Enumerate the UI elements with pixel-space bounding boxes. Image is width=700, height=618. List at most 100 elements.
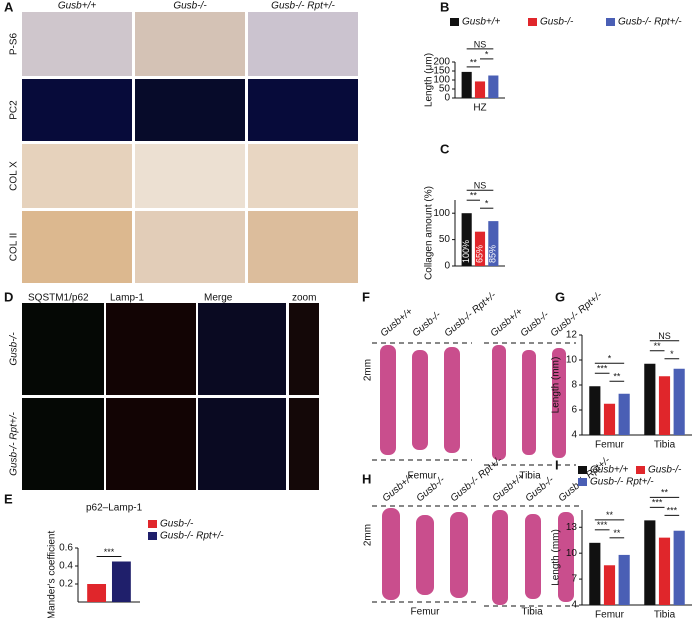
column-label: Gusb-/- Rpt+/- [271,1,335,12]
y-tick-label: 7 [571,574,577,585]
x-tick-label: Tibia [654,440,676,451]
legend-swatch [578,466,587,474]
y-axis-label: Collagen amount (%) [424,186,435,280]
significance-label: *** [597,364,608,374]
panel-label: I [555,457,559,472]
bone-label: Tibia [521,607,543,618]
panel-label: B [440,0,449,14]
bar [488,75,499,98]
y-tick-label: 100 [433,75,450,86]
significance-label: ** [606,510,614,520]
y-tick-label: 12 [566,330,578,341]
y-tick-label: 200 [433,57,450,68]
bar [461,213,472,266]
panel-label: D [4,289,13,304]
column-label: Lamp-1 [110,293,144,304]
value-label: 85% [488,245,498,263]
micrograph [248,144,358,208]
micrograph [106,398,196,490]
significance-label: *** [652,498,663,508]
bar [474,81,486,98]
panel-label: G [555,289,565,304]
row-label: Gusb-/- Rpt+/- [9,412,20,476]
bar [111,561,131,602]
legend-label: Gusb-/- [540,17,574,28]
bone-images [380,345,574,605]
bar [603,403,616,435]
micrograph [22,303,104,395]
y-tick-label: 150 [433,66,450,77]
bar [461,71,472,98]
y-tick-label: 0.6 [59,543,73,554]
row-label: Gusb-/- [9,332,20,366]
x-tick-label: Tibia [654,610,676,618]
x-tick-label: Femur [595,610,625,618]
legend-label: Gusb-/- Rpt+/- [160,531,224,542]
significance-label: *** [597,520,608,530]
bar [658,537,671,605]
significance-label: NS [474,181,487,191]
micrograph [248,79,358,141]
y-axis-label: Length (μm) [424,53,435,107]
y-tick-label: 4 [571,430,577,441]
panel-label: A [4,0,14,14]
y-tick-label: 13 [566,522,578,533]
row-label: COL II [9,233,20,262]
significance-label: * [608,354,612,364]
significance-label: ** [470,191,478,201]
legend-label: Gusb-/- Rpt+/- [618,17,682,28]
panel-label: H [362,471,371,486]
y-tick-label: 50 [439,84,451,95]
significance-label: ** [661,488,669,498]
legend-swatch [528,18,537,26]
significance-label: * [485,49,489,59]
bar [603,565,616,605]
bone-label: Femur [408,471,438,482]
significance-label: *** [667,506,678,516]
micrograph [135,12,245,76]
column-label: Gusb+/+ [58,1,97,12]
genotype-label: Gusb+/+ [491,471,528,504]
y-axis-label: Mander's coefficient [47,531,58,618]
y-tick-label: 10 [566,355,578,366]
scale-label: 2mm [363,359,374,381]
micrograph [135,79,245,141]
bar [488,221,499,266]
bar [658,376,671,435]
bar [673,368,685,435]
micrograph [22,211,132,283]
legend-swatch [148,532,157,540]
y-tick-label: 0 [444,93,450,104]
micrograph [289,303,319,395]
bar [474,231,486,266]
genotype-label: Gusb+/+ [489,306,526,339]
y-tick-label: 4 [571,600,577,611]
genotype-label: Gusb+/+ [379,306,416,339]
row-label: P-S6 [9,32,20,55]
x-tick-label: Femur [595,440,625,451]
y-tick-label: 0.2 [59,579,73,590]
panel-label: C [440,141,450,156]
genotype-label: Gusb+/+ [381,471,418,504]
genotype-label: Gusb-/- [411,309,444,339]
significance-label: *** [104,547,115,557]
x-tick-label: HZ [473,103,486,114]
value-label: 65% [474,245,484,263]
micrograph [198,398,286,490]
legend-swatch [606,18,615,26]
micrograph [135,144,245,208]
dash-lines [372,342,580,607]
legend-swatch [450,18,459,26]
micrograph [248,12,358,76]
micrograph [198,303,286,395]
significance-label: * [485,199,489,209]
bar [87,584,107,602]
value-label: 100% [461,240,471,263]
scale-label: 2mm [363,524,374,546]
column-label: SQSTM1/p62 [28,293,89,304]
significance-label: ** [613,372,621,382]
legend-label: Gusb-/- Rpt+/- [590,477,654,488]
significance-label: ** [654,341,662,351]
panel-label: F [362,289,370,304]
